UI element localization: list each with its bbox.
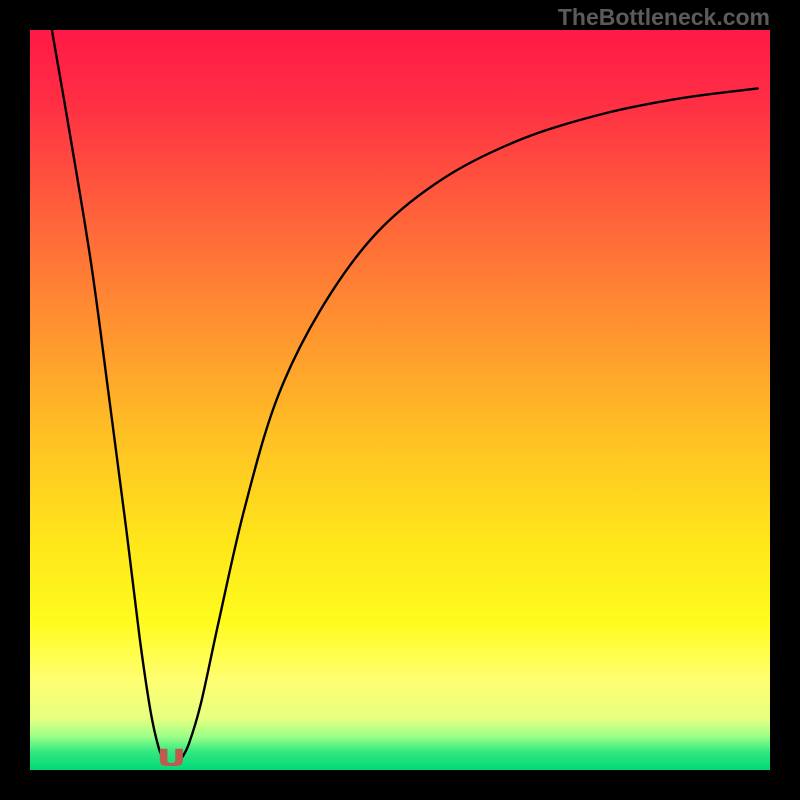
gradient-background [30, 30, 770, 770]
bottleneck-chart [0, 0, 800, 800]
watermark-text: TheBottleneck.com [558, 4, 770, 31]
